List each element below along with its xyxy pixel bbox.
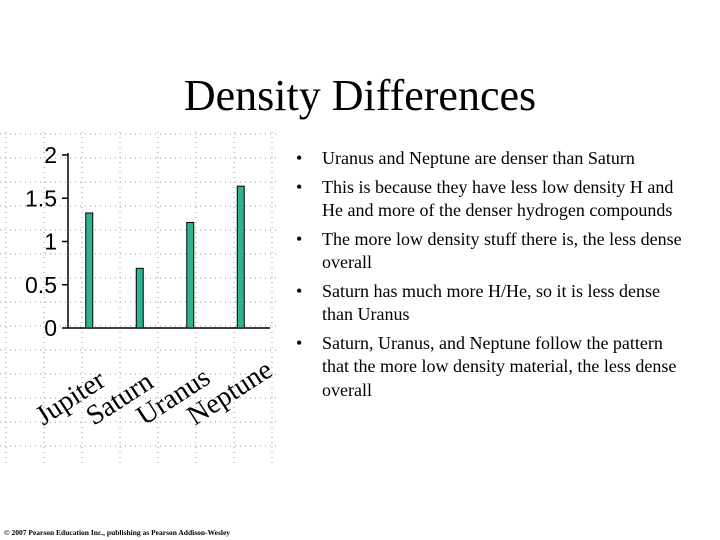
bullet-item: • Saturn, Uranus, and Neptune follow the … xyxy=(296,332,688,403)
chart-axes xyxy=(62,153,270,329)
bullet-list: • Uranus and Neptune are denser than Satu… xyxy=(296,147,688,407)
y-tick-labels: 0 0.5 1 1.5 2 xyxy=(25,142,57,341)
bullet-text: Saturn, Uranus, and Neptune follow the p… xyxy=(322,332,677,400)
y-tick-label: 0 xyxy=(44,315,57,341)
bullet-dot: • xyxy=(296,228,303,249)
y-tick-label: 1.5 xyxy=(25,185,57,211)
bar-uranus xyxy=(186,221,195,329)
bullet-text: Saturn has much more H/He, so it is less… xyxy=(322,280,660,325)
bullet-text: Uranus and Neptune are denser than Satur… xyxy=(322,148,635,168)
copyright-notice: © 2007 Pearson Education Inc., publishin… xyxy=(4,528,231,537)
bullet-dot: • xyxy=(296,148,303,168)
chart-gridlines xyxy=(0,132,276,463)
y-tick-label: 0.5 xyxy=(25,272,57,298)
bullet-item: • Saturn has much more H/He, so it is les… xyxy=(296,280,688,327)
bar-jupiter xyxy=(85,212,94,329)
slide-title: Density Differences xyxy=(183,71,537,120)
bullet-item: • The more low density stuff there is, th… xyxy=(296,228,688,275)
bullet-dot: • xyxy=(296,176,303,197)
bullet-dot: • xyxy=(296,280,303,301)
y-tick-label: 1 xyxy=(44,229,57,255)
bullet-item: • This is because they have less low dens… xyxy=(296,176,688,223)
bar-saturn xyxy=(135,267,144,329)
bullet-text: This is because they have less low densi… xyxy=(322,176,674,221)
bullet-item: • Uranus and Neptune are denser than Satu… xyxy=(296,147,688,171)
bullet-dot: • xyxy=(296,332,303,353)
bar-neptune xyxy=(236,185,245,329)
chart-bars xyxy=(85,185,245,329)
bullet-text: The more low density stuff there is, the… xyxy=(322,228,682,273)
y-tick-label: 2 xyxy=(44,142,57,168)
